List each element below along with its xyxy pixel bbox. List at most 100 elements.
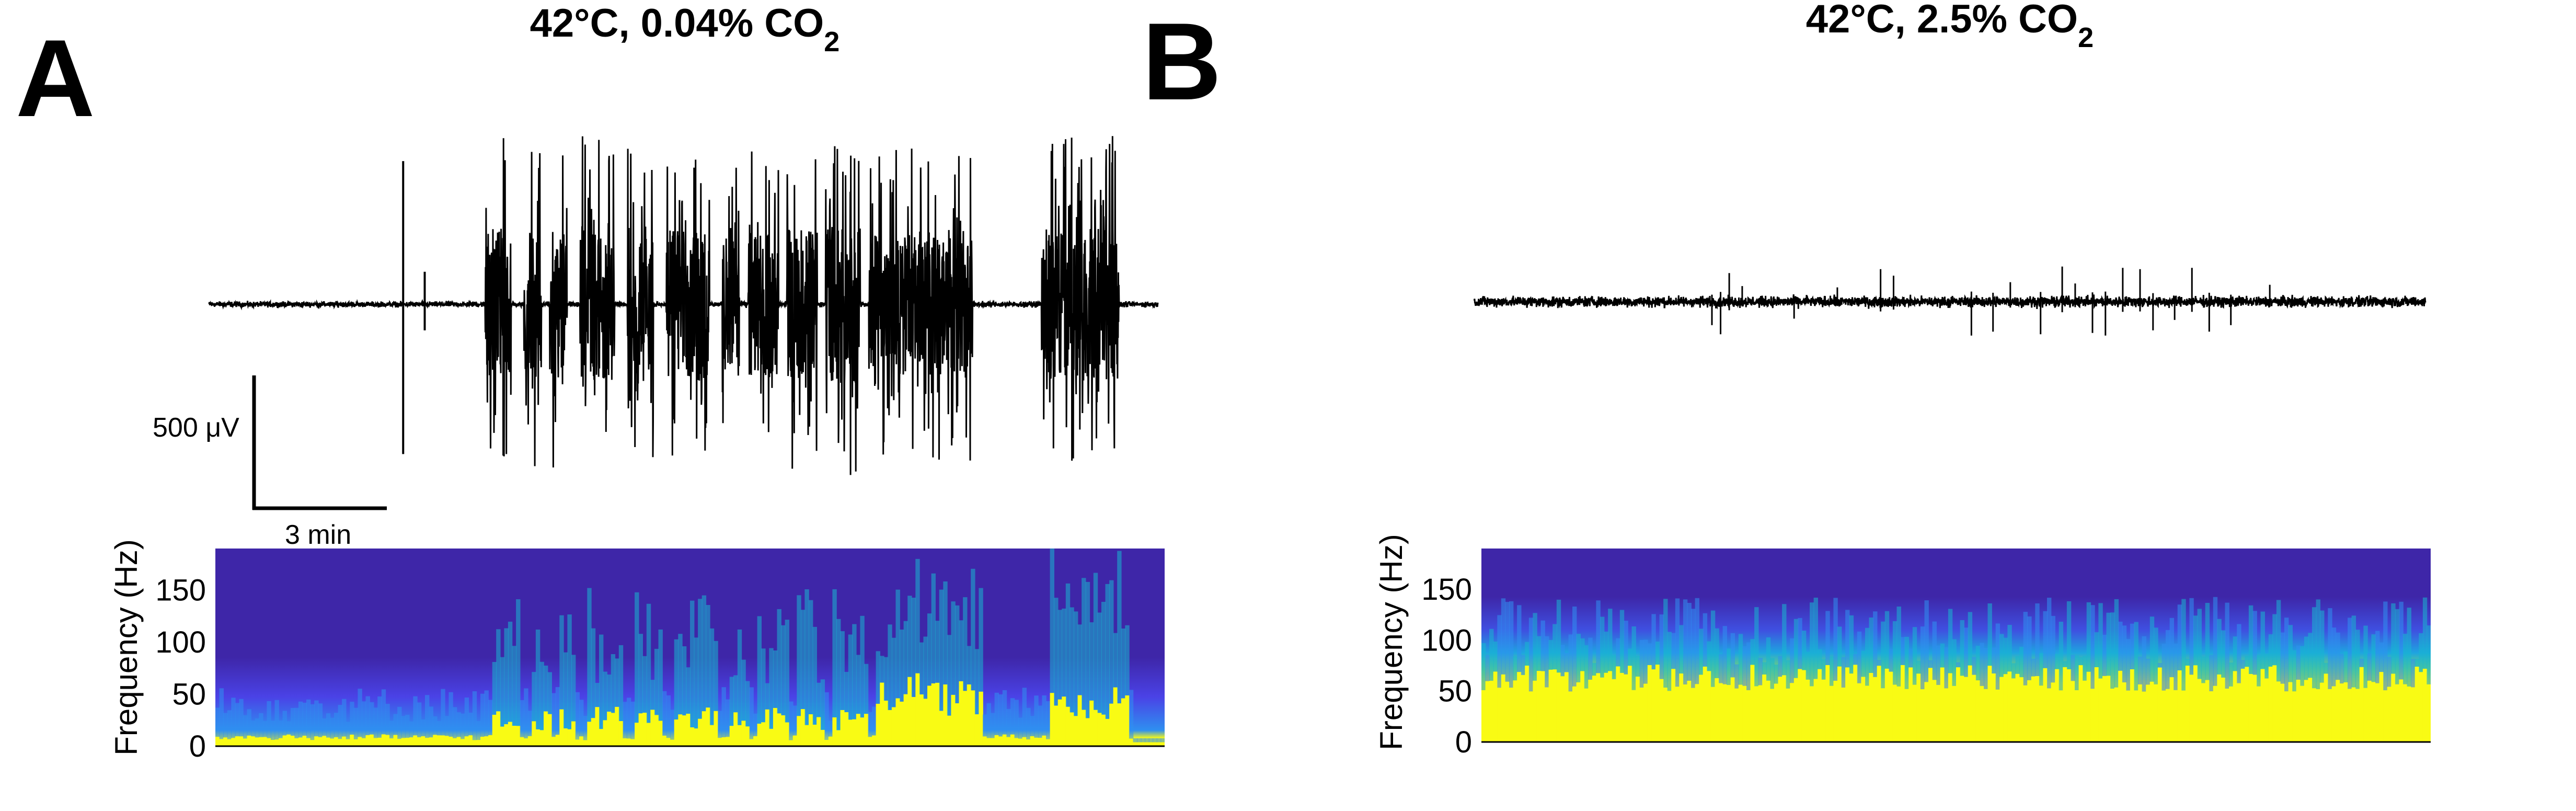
panel-a-spec-col-halo-14 [270, 721, 275, 740]
panel-a-spec-col-core-90 [571, 721, 576, 746]
panel-a-spec-col-core-53 [425, 738, 430, 746]
panel-a-spec-col-halo-183 [939, 589, 944, 711]
panel-a-spec-col-core-215 [1065, 706, 1071, 746]
panel-b-spec-col-core-56 [1703, 666, 1708, 742]
panel-b-spec-col-core-18 [1552, 669, 1557, 742]
panel-a-spec-col-halo-58 [444, 716, 450, 736]
panel-a-spec-col-halo-200 [1006, 709, 1011, 737]
panel-b-spec-col-core-203 [2284, 691, 2289, 742]
panel-b-spec-col-halo-1 [1485, 655, 1490, 681]
panel-a-spec-col-core-126 [714, 711, 718, 746]
panel-a-spec-col-core-55 [433, 735, 438, 746]
panel-b-spec-col-core-136 [2019, 677, 2024, 742]
panel-b-spec-col-core-63 [1730, 677, 1735, 742]
panel-a-spec-col-core-10 [255, 737, 260, 746]
panel-b-spec-col-halo-118 [1948, 609, 1953, 673]
panel-b-spec-col-halo-49 [1675, 598, 1680, 687]
panel-a-spec-col-core-155 [828, 736, 833, 746]
panel-b-spec-col-core-41 [1643, 683, 1648, 742]
panel-b-spec-y-tick-label-2: 100 [1421, 623, 1472, 657]
panel-a-spec-col-core-20 [294, 738, 299, 746]
panel-a-spec-col-core-129 [726, 737, 730, 746]
panel-a-spec-col-halo-222 [1093, 573, 1098, 710]
panel-b-spec-col-core-24 [1576, 682, 1581, 742]
panel-b-spec-col-core-133 [2007, 671, 2012, 742]
panel-a-spec-col-halo-185 [947, 635, 952, 716]
panel-b-spec-col-halo-90 [1837, 626, 1842, 667]
panel-a-spec-col-halo-135 [749, 687, 754, 739]
panel-b-spec-col-halo-0 [1481, 643, 1486, 690]
panel-a-spec-col-halo-140 [769, 648, 774, 729]
panel-b-spec-col-core-160 [2114, 687, 2119, 742]
panel-a-spec-col-halo-182 [935, 621, 940, 683]
panel-a-spec-col-core-123 [702, 711, 707, 746]
panel-b-spec-col-core-66 [1742, 686, 1747, 742]
panel-b-spec-col-core-22 [1568, 691, 1573, 742]
panel-a-spec-col-core-226 [1109, 703, 1114, 746]
panel-a-spec-col-halo-0 [215, 707, 220, 737]
panel-a-spec-col-halo-166 [872, 706, 877, 736]
panel-a-spec-col-core-5 [235, 736, 240, 746]
panel-a-spec-col-halo-144 [785, 620, 789, 723]
panel-b-spec-col-halo-43 [1651, 614, 1656, 670]
panel-a-spec-col-halo-124 [706, 605, 710, 708]
panel-a-spec-col-core-1 [219, 739, 224, 746]
panel-b-spec-col-halo-105 [1896, 607, 1901, 687]
panel-b-spec-col-halo-218 [2343, 651, 2348, 682]
panel-a-spec-col-core-81 [535, 729, 540, 746]
panel-a-spec-col-halo-8 [247, 709, 251, 736]
panel-a-spec-col-halo-238 [1156, 738, 1162, 743]
panel-b-spec-col-halo-11 [1525, 642, 1530, 666]
panel-a-spec-col-halo-180 [927, 613, 932, 686]
panel-b-spec-col-core-129 [1992, 673, 1996, 742]
panel-b-spec-col-halo-125 [1975, 646, 1981, 681]
panel-a-spec-col-core-65 [472, 740, 477, 746]
panel-b-spec-col-core-44 [1655, 665, 1660, 742]
panel-b-spec-col-core-29 [1596, 673, 1601, 742]
panel-a-spec-col-halo-175 [907, 596, 912, 677]
panel-b-spec-col-core-1 [1485, 681, 1490, 742]
panel-b-spec-col-core-52 [1687, 680, 1692, 742]
panel-a-spec-col-core-84 [547, 714, 552, 746]
panel-a-spec-col-halo-210 [1046, 701, 1051, 739]
panel-a-spec-col-halo-165 [868, 712, 872, 737]
panel-a-spec-col-core-17 [282, 735, 287, 746]
panel-a-spec-col-halo-102 [618, 645, 624, 721]
panel-b-spec-col-halo-85 [1818, 649, 1822, 669]
panel-b-voltage-trace [1473, 266, 2426, 336]
panel-a-spec-col-core-120 [690, 727, 695, 746]
panel-b-spec-col-core-11 [1525, 665, 1530, 742]
panel-a-spec-col-core-235 [1145, 742, 1149, 746]
panel-b-spec-col-core-4 [1497, 688, 1502, 742]
panel-a-spec-col-halo-54 [429, 706, 433, 738]
panel-b-spec-col-core-171 [2157, 667, 2163, 742]
panel-b-spec-col-core-162 [2122, 682, 2127, 742]
panel-a-spec-col-core-237 [1153, 742, 1157, 746]
panel-b-spec-col-halo-180 [2193, 615, 2198, 666]
panel-a-spec-col-core-125 [709, 725, 715, 746]
panel-a-spec-col-halo-223 [1097, 612, 1102, 713]
panel-b-spec-col-halo-139 [2031, 658, 2036, 677]
panel-a-spec-col-core-62 [461, 739, 465, 746]
panel-a-spec-col-halo-145 [789, 701, 794, 740]
panel-b-spec-col-core-68 [1750, 665, 1755, 742]
panel-b-spec-col-core-219 [2348, 689, 2352, 742]
panel-a-spec-col-core-32 [342, 736, 347, 746]
panel-a-spec-col-core-234 [1141, 742, 1145, 746]
panel-b-spec-col-core-214 [2328, 689, 2332, 742]
panel-b-spec-col-core-179 [2189, 675, 2194, 742]
panel-a-spec-col-halo-193 [979, 588, 983, 692]
panel-a-spec-col-core-49 [409, 737, 414, 746]
panel-a-spec-col-halo-162 [856, 655, 861, 714]
panel-b-spec-col-core-220 [2351, 687, 2356, 742]
panel-b-spec-col-core-99 [1873, 677, 1878, 742]
panel-a-spec-col-core-12 [262, 737, 268, 746]
panel-a-spec-col-core-202 [1014, 738, 1019, 746]
panel-b-spec-col-core-123 [1968, 665, 1973, 742]
panel-b-spec-col-halo-129 [1992, 647, 1996, 673]
panel-b-spec-col-halo-142 [2043, 611, 2048, 668]
panel-a-spec-col-halo-154 [824, 692, 829, 740]
panel-a-spec-col-core-121 [694, 728, 698, 746]
panel-b-spec-col-core-26 [1584, 688, 1589, 742]
panel-b-spec-col-halo-177 [2181, 599, 2186, 691]
